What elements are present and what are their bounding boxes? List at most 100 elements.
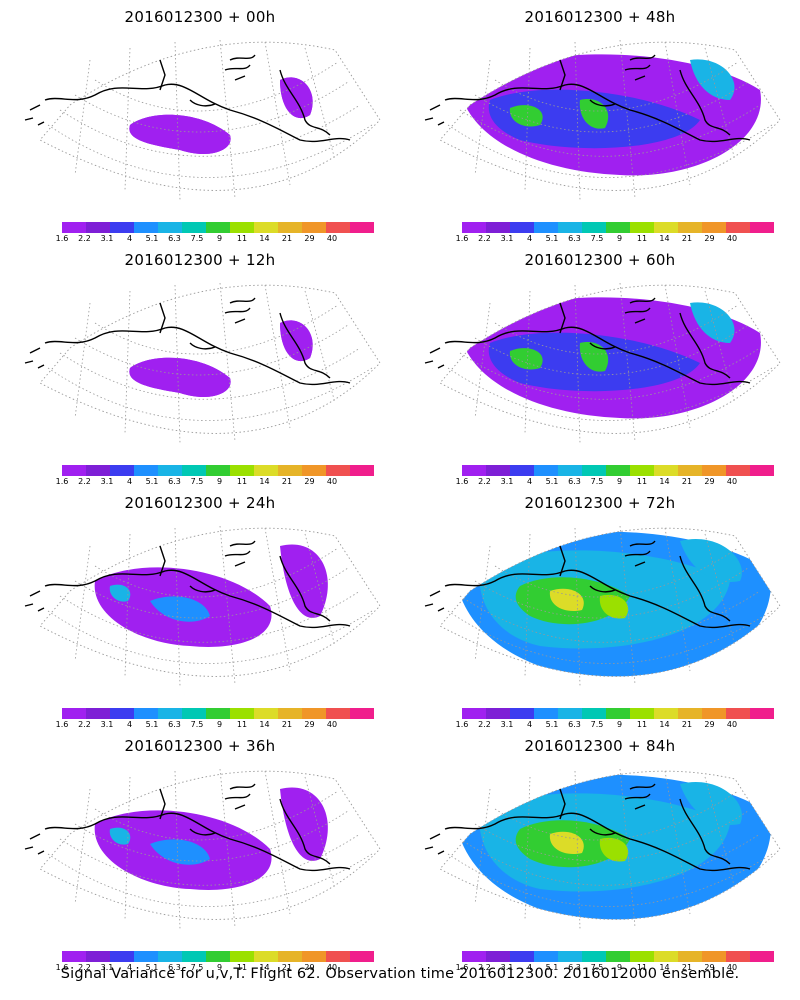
colorbar-swatch <box>302 222 326 233</box>
colorbar-swatch <box>486 708 510 719</box>
variance-contour <box>109 827 131 845</box>
colorbar-label: 6.3 <box>168 477 181 486</box>
colorbar <box>62 465 374 476</box>
colorbar <box>62 222 374 233</box>
variance-contour <box>599 837 629 862</box>
colorbar-label: 7.5 <box>190 720 204 729</box>
variance-contour <box>509 105 543 127</box>
colorbar <box>62 708 374 719</box>
colorbar-swatch <box>230 222 254 233</box>
panel-title: 2016012300 + 00h <box>124 8 276 26</box>
colorbar-swatch <box>678 222 702 233</box>
colorbar-labels: 1.6 2.2 3.1 4 5.1 6.3 7.5 9 11 14 21 29 40 <box>0 477 400 489</box>
panel-title: 2016012300 + 48h <box>524 8 676 26</box>
colorbar-swatch <box>182 708 206 719</box>
coastlines <box>424 54 751 143</box>
colorbar-label: 14 <box>259 963 270 972</box>
colorbar-label: 21 <box>681 720 693 729</box>
panel-title: 2016012300 + 24h <box>124 494 276 512</box>
colorbar-label: 4 <box>526 963 533 972</box>
colorbar-swatch <box>350 222 374 233</box>
panel-title: 2016012300 + 12h <box>124 251 276 269</box>
map-panel: 2016012300 + 84h 1.6 2.2 3.1 4 5.1 6.3 7.5 9 11 14… <box>400 729 800 974</box>
colorbar-label: 2.2 <box>78 477 91 486</box>
colorbar-swatch <box>582 222 606 233</box>
colorbar-label: 5.1 <box>145 963 159 972</box>
colorbar-swatch <box>750 222 774 233</box>
colorbar-swatch <box>302 951 326 962</box>
colorbar-swatch <box>726 951 750 962</box>
colorbar-label: 1.6 <box>55 720 69 729</box>
colorbar-label: 21 <box>281 477 293 486</box>
colorbar <box>462 222 774 233</box>
colorbar-label: 14 <box>659 477 670 486</box>
colorbar-swatch <box>158 222 182 233</box>
colorbar-label: 9 <box>616 720 623 729</box>
colorbar-swatch <box>510 222 534 233</box>
colorbar-swatch <box>134 951 158 962</box>
colorbar-swatch <box>182 222 206 233</box>
colorbar-label: 4 <box>526 234 533 243</box>
colorbar-label: 3.1 <box>500 234 514 243</box>
colorbar-swatch <box>278 222 302 233</box>
variance-contour <box>690 59 735 100</box>
variance-contour <box>599 594 629 619</box>
colorbar-swatch <box>326 222 350 233</box>
colorbar-label: 3.1 <box>500 477 514 486</box>
coastlines <box>424 783 751 872</box>
colorbar-label: 11 <box>636 234 648 243</box>
colorbar-swatch <box>278 465 302 476</box>
colorbar-swatch <box>206 222 230 233</box>
colorbar-label: 5.1 <box>545 720 559 729</box>
colorbar-swatch <box>350 708 374 719</box>
colorbar-label: 14 <box>659 720 670 729</box>
colorbar-swatch <box>254 708 278 719</box>
colorbar-label: 21 <box>281 234 293 243</box>
variance-map <box>24 768 381 930</box>
variance-contour <box>109 584 131 602</box>
colorbar-swatch <box>726 222 750 233</box>
colorbar-label: 14 <box>259 477 270 486</box>
colorbar-label: 5.1 <box>145 720 159 729</box>
colorbar-swatch <box>182 951 206 962</box>
variance-contour <box>579 99 609 129</box>
colorbar-swatch <box>726 465 750 476</box>
colorbar-label: 3.1 <box>500 963 514 972</box>
colorbar-label: 21 <box>281 720 293 729</box>
colorbar-label: 11 <box>236 234 248 243</box>
colorbar-label: 7.5 <box>590 234 604 243</box>
colorbar-swatch <box>558 951 582 962</box>
variance-contour <box>509 348 543 370</box>
colorbar-swatch <box>62 222 86 233</box>
colorbar-swatch <box>206 708 230 719</box>
colorbar-swatch <box>462 708 486 719</box>
colorbar-label: 2.2 <box>78 234 91 243</box>
colorbar-swatch <box>158 708 182 719</box>
colorbar-labels: 1.6 2.2 3.1 4 5.1 6.3 7.5 9 11 14 21 29 40 <box>0 720 400 732</box>
colorbar-label: 11 <box>636 963 648 972</box>
colorbar-swatch <box>206 951 230 962</box>
variance-map <box>424 525 781 687</box>
colorbar-swatch <box>462 222 486 233</box>
colorbar-label: 7.5 <box>590 720 604 729</box>
colorbar-label: 1.6 <box>55 963 69 972</box>
coastlines <box>24 297 351 386</box>
colorbar-label: 21 <box>681 234 693 243</box>
variance-contour <box>280 787 328 861</box>
colorbar-label: 5.1 <box>145 234 159 243</box>
colorbar-label: 4 <box>126 234 133 243</box>
colorbar-labels: 1.6 2.2 3.1 4 5.1 6.3 7.5 9 11 14 21 29 40 <box>0 963 400 975</box>
colorbar-swatch <box>326 951 350 962</box>
map-panel: 2016012300 + 60h 1.6 2.2 3.1 4 5.1 6.3 7.5 9 11 14… <box>400 243 800 488</box>
colorbar-label: 2.2 <box>478 234 491 243</box>
coastlines <box>424 297 751 386</box>
colorbar-swatch <box>134 708 158 719</box>
variance-contour <box>150 596 210 622</box>
colorbar-label: 11 <box>236 963 248 972</box>
colorbar-label: 4 <box>126 963 133 972</box>
colorbar-swatch <box>702 465 726 476</box>
variance-contour <box>129 357 231 398</box>
colorbar-label: 11 <box>236 720 248 729</box>
colorbar-swatch <box>678 708 702 719</box>
colorbar-label: 4 <box>126 477 133 486</box>
